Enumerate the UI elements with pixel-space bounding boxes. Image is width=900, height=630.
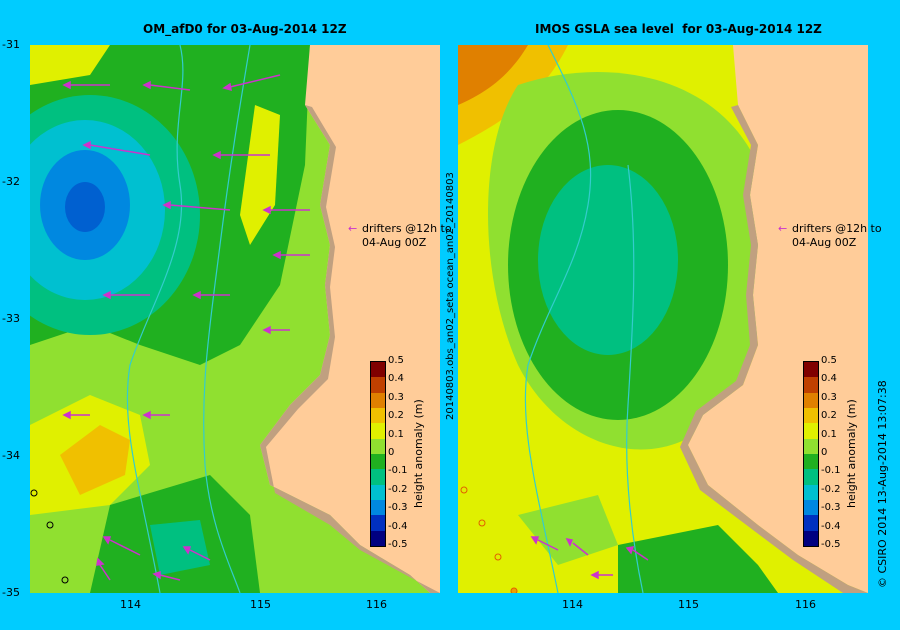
- colorbar-tick-label: -0.5: [821, 539, 841, 550]
- y-tick-label: -34: [2, 449, 20, 462]
- colorbar-swatch: [804, 438, 818, 455]
- colorbar-tick-label: 0.2: [388, 410, 404, 422]
- colorbar-tick-label: -0.2: [388, 483, 408, 495]
- colorbar-tick-label: -0.3: [388, 502, 408, 514]
- colorbar-swatch: [804, 408, 818, 424]
- colorbar-swatch: [804, 454, 818, 470]
- y-tick-label: -33: [2, 312, 20, 325]
- y-tick-label: -31: [2, 38, 20, 51]
- y-tick-label: -35: [2, 586, 20, 599]
- colorbar-swatch: [804, 469, 818, 486]
- colorbar-swatch: [804, 484, 818, 501]
- colorbar-swatch: [371, 484, 385, 501]
- colorbar-swatch: [804, 392, 818, 409]
- colorbar-swatch: [371, 408, 385, 424]
- x-tick-label: 116: [795, 598, 816, 611]
- colorbar-swatch: [371, 515, 385, 532]
- colorbar-tick-label: -0.3: [821, 502, 841, 514]
- right-colorbar-label: height anomaly (m): [845, 399, 858, 508]
- colorbar-swatch: [804, 362, 818, 378]
- colorbar-swatch: [371, 392, 385, 409]
- right-drifter-note-1: drifters @12h to: [792, 222, 882, 235]
- x-tick-label: 114: [562, 598, 583, 611]
- left-drifter-note-2: 04-Aug 00Z: [362, 236, 427, 249]
- colorbar-tick-label: -0.4: [821, 520, 841, 532]
- left-map-title: OM_afD0 for 03-Aug-2014 12Z: [143, 22, 347, 36]
- left-map-panel: [30, 45, 440, 593]
- run-id-label: 20140803.obs_an02_seta ocean_an02_201408…: [445, 172, 456, 420]
- left-colorbar: [370, 361, 386, 547]
- colorbar-swatch: [371, 530, 385, 547]
- colorbar-swatch: [804, 530, 818, 547]
- x-tick-label: 116: [366, 598, 387, 611]
- colorbar-tick-label: -0.2: [821, 483, 841, 495]
- x-tick-label: 114: [120, 598, 141, 611]
- left-drifter-note-1: drifters @12h to: [362, 222, 452, 235]
- colorbar-tick-label: 0.5: [388, 355, 404, 366]
- right-map-panel: [458, 45, 868, 593]
- colorbar-tick-label: 0.5: [821, 355, 837, 366]
- colorbar-tick-label: -0.1: [821, 465, 841, 477]
- right-drifter-note-2: 04-Aug 00Z: [792, 236, 857, 249]
- colorbar-tick-label: 0.3: [388, 391, 404, 403]
- colorbar-swatch: [804, 377, 818, 394]
- colorbar-swatch: [371, 377, 385, 394]
- colorbar-tick-label: 0.1: [821, 428, 837, 440]
- y-tick-label: -32: [2, 175, 20, 188]
- colorbar-tick-label: -0.4: [388, 520, 408, 532]
- colorbar-tick-label: 0: [821, 447, 828, 458]
- left-map-canvas: [30, 45, 440, 593]
- right-map-title: IMOS GSLA sea level for 03-Aug-2014 12Z: [535, 22, 822, 36]
- colorbar-swatch: [804, 515, 818, 532]
- colorbar-tick-label: -0.5: [388, 539, 408, 550]
- colorbar-swatch: [371, 454, 385, 470]
- drifter-arrow-icon: ←: [778, 222, 788, 235]
- colorbar-swatch: [371, 362, 385, 378]
- colorbar-tick-label: 0.3: [821, 391, 837, 403]
- colorbar-tick-label: 0.1: [388, 428, 404, 440]
- colorbar-tick-label: 0.4: [821, 373, 837, 385]
- colorbar-swatch: [804, 500, 818, 516]
- colorbar-swatch: [371, 500, 385, 516]
- x-tick-label: 115: [678, 598, 699, 611]
- colorbar-tick-label: 0.4: [388, 373, 404, 385]
- colorbar-swatch: [371, 438, 385, 455]
- right-map-canvas: [458, 45, 868, 593]
- colorbar-swatch: [371, 423, 385, 440]
- colorbar-tick-label: 0: [388, 447, 395, 458]
- credit-label: © CSIRO 2014 13-Aug-2014 13:07:38: [876, 380, 889, 588]
- drifter-arrow-icon: ←: [348, 222, 358, 235]
- colorbar-tick-label: 0.2: [821, 410, 837, 422]
- colorbar-swatch: [371, 469, 385, 486]
- colorbar-tick-label: -0.1: [388, 465, 408, 477]
- x-tick-label: 115: [250, 598, 271, 611]
- left-colorbar-label: height anomaly (m): [412, 399, 425, 508]
- right-colorbar: [803, 361, 819, 547]
- colorbar-swatch: [804, 423, 818, 440]
